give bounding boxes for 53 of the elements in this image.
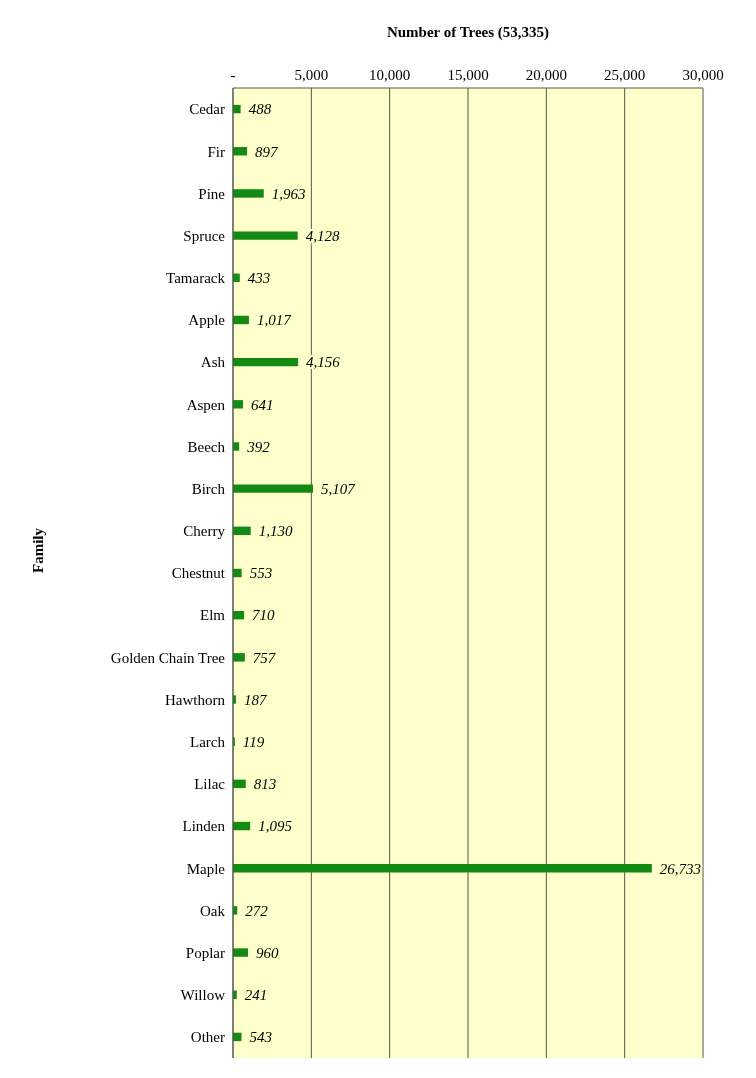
data-label: 488 — [248, 101, 272, 118]
y-tick-label: Tamarack — [166, 270, 226, 287]
data-label: 241 — [244, 987, 268, 1004]
y-tick-label: Apple — [188, 312, 226, 329]
data-label: 1,095 — [258, 818, 293, 835]
data-label: 1,963 — [271, 185, 306, 202]
y-tick-label: Maple — [186, 860, 226, 877]
data-label: 641 — [251, 396, 274, 413]
y-tick-label: Lilac — [194, 776, 226, 793]
data-label: 119 — [242, 734, 265, 751]
y-tick-label: Pine — [198, 185, 226, 202]
y-tick-label: Larch — [190, 734, 226, 751]
data-label: 553 — [249, 565, 273, 582]
y-tick-label: Elm — [200, 607, 226, 624]
data-label: 5,107 — [321, 480, 357, 497]
y-tick-label: Aspen — [186, 396, 226, 413]
x-axis-title: Number of Trees (53,335) — [386, 23, 550, 41]
y-tick-label: Golden Chain Tree — [110, 649, 226, 666]
y-tick-label: Beech — [187, 438, 226, 455]
y-tick-label: Cherry — [183, 523, 226, 540]
data-label: 272 — [245, 902, 269, 919]
y-tick-label: Ash — [200, 354, 226, 371]
y-tick-label: Fir — [207, 143, 225, 160]
data-label: 187 — [243, 691, 268, 708]
x-tick-label: 25,000 — [604, 67, 646, 83]
x-tick-label: 30,000 — [682, 67, 724, 83]
data-label: 960 — [256, 944, 280, 961]
data-label: 813 — [253, 776, 277, 793]
y-axis-title: Family — [30, 527, 47, 573]
data-label: 26,733 — [659, 860, 702, 877]
y-tick-label: Willow — [180, 987, 226, 1004]
x-tick-label: 15,000 — [447, 67, 489, 83]
x-tick-label: - — [230, 67, 236, 83]
data-label: 433 — [247, 270, 271, 287]
y-tick-label: Spruce — [183, 227, 226, 244]
y-tick-label: Oak — [200, 902, 226, 919]
data-label: 1,130 — [258, 523, 293, 540]
data-label: 1,017 — [256, 312, 293, 329]
data-label: 710 — [252, 607, 276, 624]
data-label: 543 — [249, 1029, 273, 1046]
y-tick-label: Linden — [182, 818, 226, 835]
x-tick-label: 10,000 — [369, 67, 411, 83]
data-label: 392 — [246, 438, 271, 455]
y-tick-label: Hawthorn — [165, 691, 226, 708]
data-label: 897 — [255, 143, 280, 160]
y-tick-label: Other — [190, 1029, 225, 1046]
y-tick-label: Poplar — [185, 944, 225, 961]
y-tick-label: Birch — [191, 480, 226, 497]
data-label: 757 — [252, 649, 277, 666]
y-tick-label: Chestnut — [171, 565, 226, 582]
y-tick-label: Cedar — [189, 101, 225, 118]
x-tick-label: 5,000 — [294, 67, 329, 83]
x-tick-label: 20,000 — [525, 67, 567, 83]
